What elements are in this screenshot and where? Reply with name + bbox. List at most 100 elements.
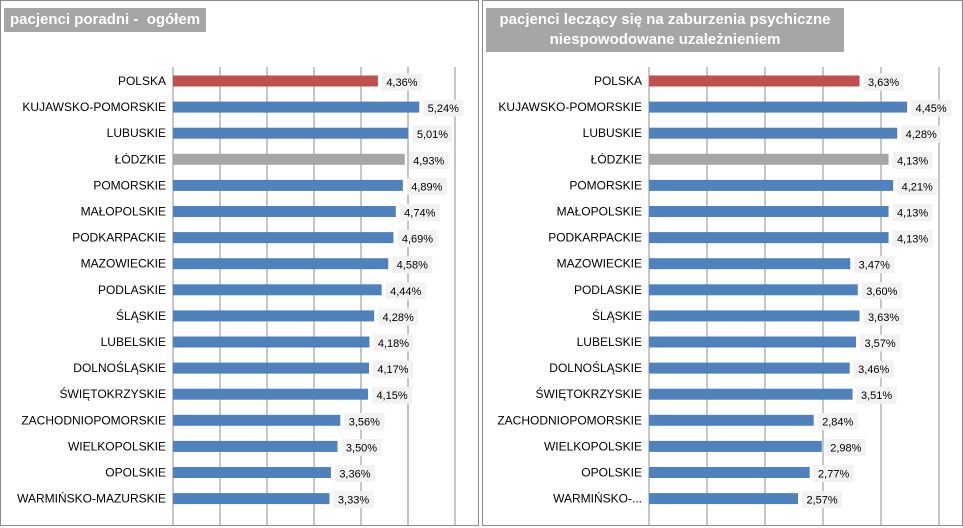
data-label: 2,77% [818, 469, 849, 481]
bar [173, 179, 403, 191]
bar [173, 127, 409, 139]
data-label: 3,51% [861, 390, 892, 402]
data-label: 2,84% [822, 416, 853, 428]
data-label: 3,60% [866, 286, 897, 298]
category-label: PODLASKIE [98, 283, 166, 297]
category-label: MAZOWIECKIE [557, 257, 642, 271]
bar [173, 440, 338, 452]
bar [649, 153, 889, 165]
data-label-bg [392, 256, 433, 274]
data-label-bg [802, 491, 843, 509]
bar [173, 284, 382, 296]
category-label: LUBUSKIE [583, 126, 642, 140]
data-label-bg [892, 151, 933, 169]
data-label: 4,89% [411, 181, 442, 193]
bar [173, 414, 341, 426]
data-label-bg [408, 151, 449, 169]
chart-title-right: pacjenci leczący się na zaburzenia psych… [486, 8, 844, 52]
data-label: 3,46% [858, 364, 889, 376]
data-label: 4,36% [386, 77, 417, 89]
category-label: KUJAWSKO-POMORSKIE [22, 100, 166, 114]
category-label: ŚLĄSKIE [116, 308, 166, 323]
bar [649, 232, 889, 244]
bar [173, 310, 375, 322]
data-label-bg [856, 386, 897, 404]
data-label: 5,01% [417, 129, 448, 141]
data-label: 3,63% [868, 312, 899, 324]
bar [649, 284, 858, 296]
data-label-bg [825, 438, 866, 456]
data-label-bg [813, 465, 854, 482]
bar [173, 206, 396, 217]
data-label: 3,33% [338, 495, 369, 507]
data-label: 3,56% [349, 416, 380, 428]
category-label: ŁÓDZKIE [591, 151, 642, 166]
category-label: LUBUSKIE [107, 126, 166, 140]
bar [649, 388, 853, 400]
bar [649, 179, 894, 191]
data-label-bg [334, 465, 375, 482]
bar [173, 101, 420, 113]
chart-panel-right: pacjenci leczący się na zaburzenia psych… [482, 0, 963, 526]
data-label-bg [399, 204, 440, 221]
data-label-bg [817, 412, 858, 430]
category-label: WARMIŃSKO-... [553, 491, 642, 506]
data-label-bg [344, 412, 385, 430]
category-label: WIELKOPOLSKIE [544, 439, 642, 453]
data-label: 4,28% [383, 312, 414, 324]
bar [649, 336, 857, 348]
data-label: 3,47% [859, 260, 890, 272]
category-label: ZACHODNIOPOMORSKIE [497, 413, 642, 427]
category-label: POLSKA [118, 74, 166, 88]
category-label: POMORSKIE [93, 178, 166, 192]
data-label-bg [892, 230, 933, 248]
bar [649, 414, 814, 426]
category-label: WARMIŃSKO-MAZURSKIE [17, 491, 166, 506]
data-label: 4,69% [402, 234, 433, 246]
bar [649, 75, 860, 87]
category-label: PODLASKIE [574, 283, 642, 297]
data-label: 2,98% [830, 442, 861, 454]
category-label: POLSKA [594, 74, 642, 88]
data-label-bg [423, 99, 464, 117]
category-label: DOLNOŚLĄSKIE [549, 360, 642, 375]
data-label: 4,15% [376, 390, 407, 402]
bar [173, 153, 405, 165]
bar-chart-right: POLSKA 3,63% KUJAWSKO-POMORSKIE 4,45% LUBUSK… [497, 67, 952, 525]
category-label: MAZOWIECKIE [81, 257, 166, 271]
category-label: PODKARPACKIE [72, 231, 166, 245]
category-label: ZACHODNIOPOMORSKIE [21, 413, 166, 427]
data-label: 4,58% [397, 260, 428, 272]
data-label-bg [911, 99, 952, 117]
bar [649, 440, 822, 452]
data-label-bg [901, 125, 942, 143]
data-label-bg [854, 256, 895, 274]
data-label: 4,13% [897, 234, 928, 246]
data-label-bg [863, 308, 904, 326]
data-label-bg [333, 491, 374, 509]
category-label: MAŁOPOLSKIE [81, 205, 166, 219]
data-label: 4,93% [413, 155, 444, 167]
bar [649, 101, 908, 113]
category-label: OPOLSKIE [105, 466, 166, 480]
category-label: MAŁOPOLSKIE [557, 205, 642, 219]
data-label: 4,45% [915, 103, 946, 115]
data-label: 4,13% [897, 155, 928, 167]
category-label: LUBELSKIE [577, 335, 642, 349]
chart-title-left: pacjenci poradni - ogółem [4, 8, 207, 32]
bar [649, 310, 860, 322]
category-label: ŚLĄSKIE [592, 308, 642, 323]
data-label-bg [378, 308, 419, 326]
chart-panel-left: pacjenci poradni - ogółem POLSKA 4,36% KUJ… [0, 0, 479, 526]
bar [173, 258, 389, 270]
data-label-bg [341, 438, 382, 456]
data-label: 4,17% [377, 364, 408, 376]
data-label-bg [853, 360, 894, 378]
data-label-bg [372, 386, 413, 404]
data-label: 5,24% [428, 103, 459, 115]
category-label: WIELKOPOLSKIE [68, 439, 166, 453]
category-label: OPOLSKIE [581, 466, 642, 480]
data-label: 4,44% [390, 286, 421, 298]
data-label-bg [861, 282, 902, 300]
bar [173, 336, 370, 348]
